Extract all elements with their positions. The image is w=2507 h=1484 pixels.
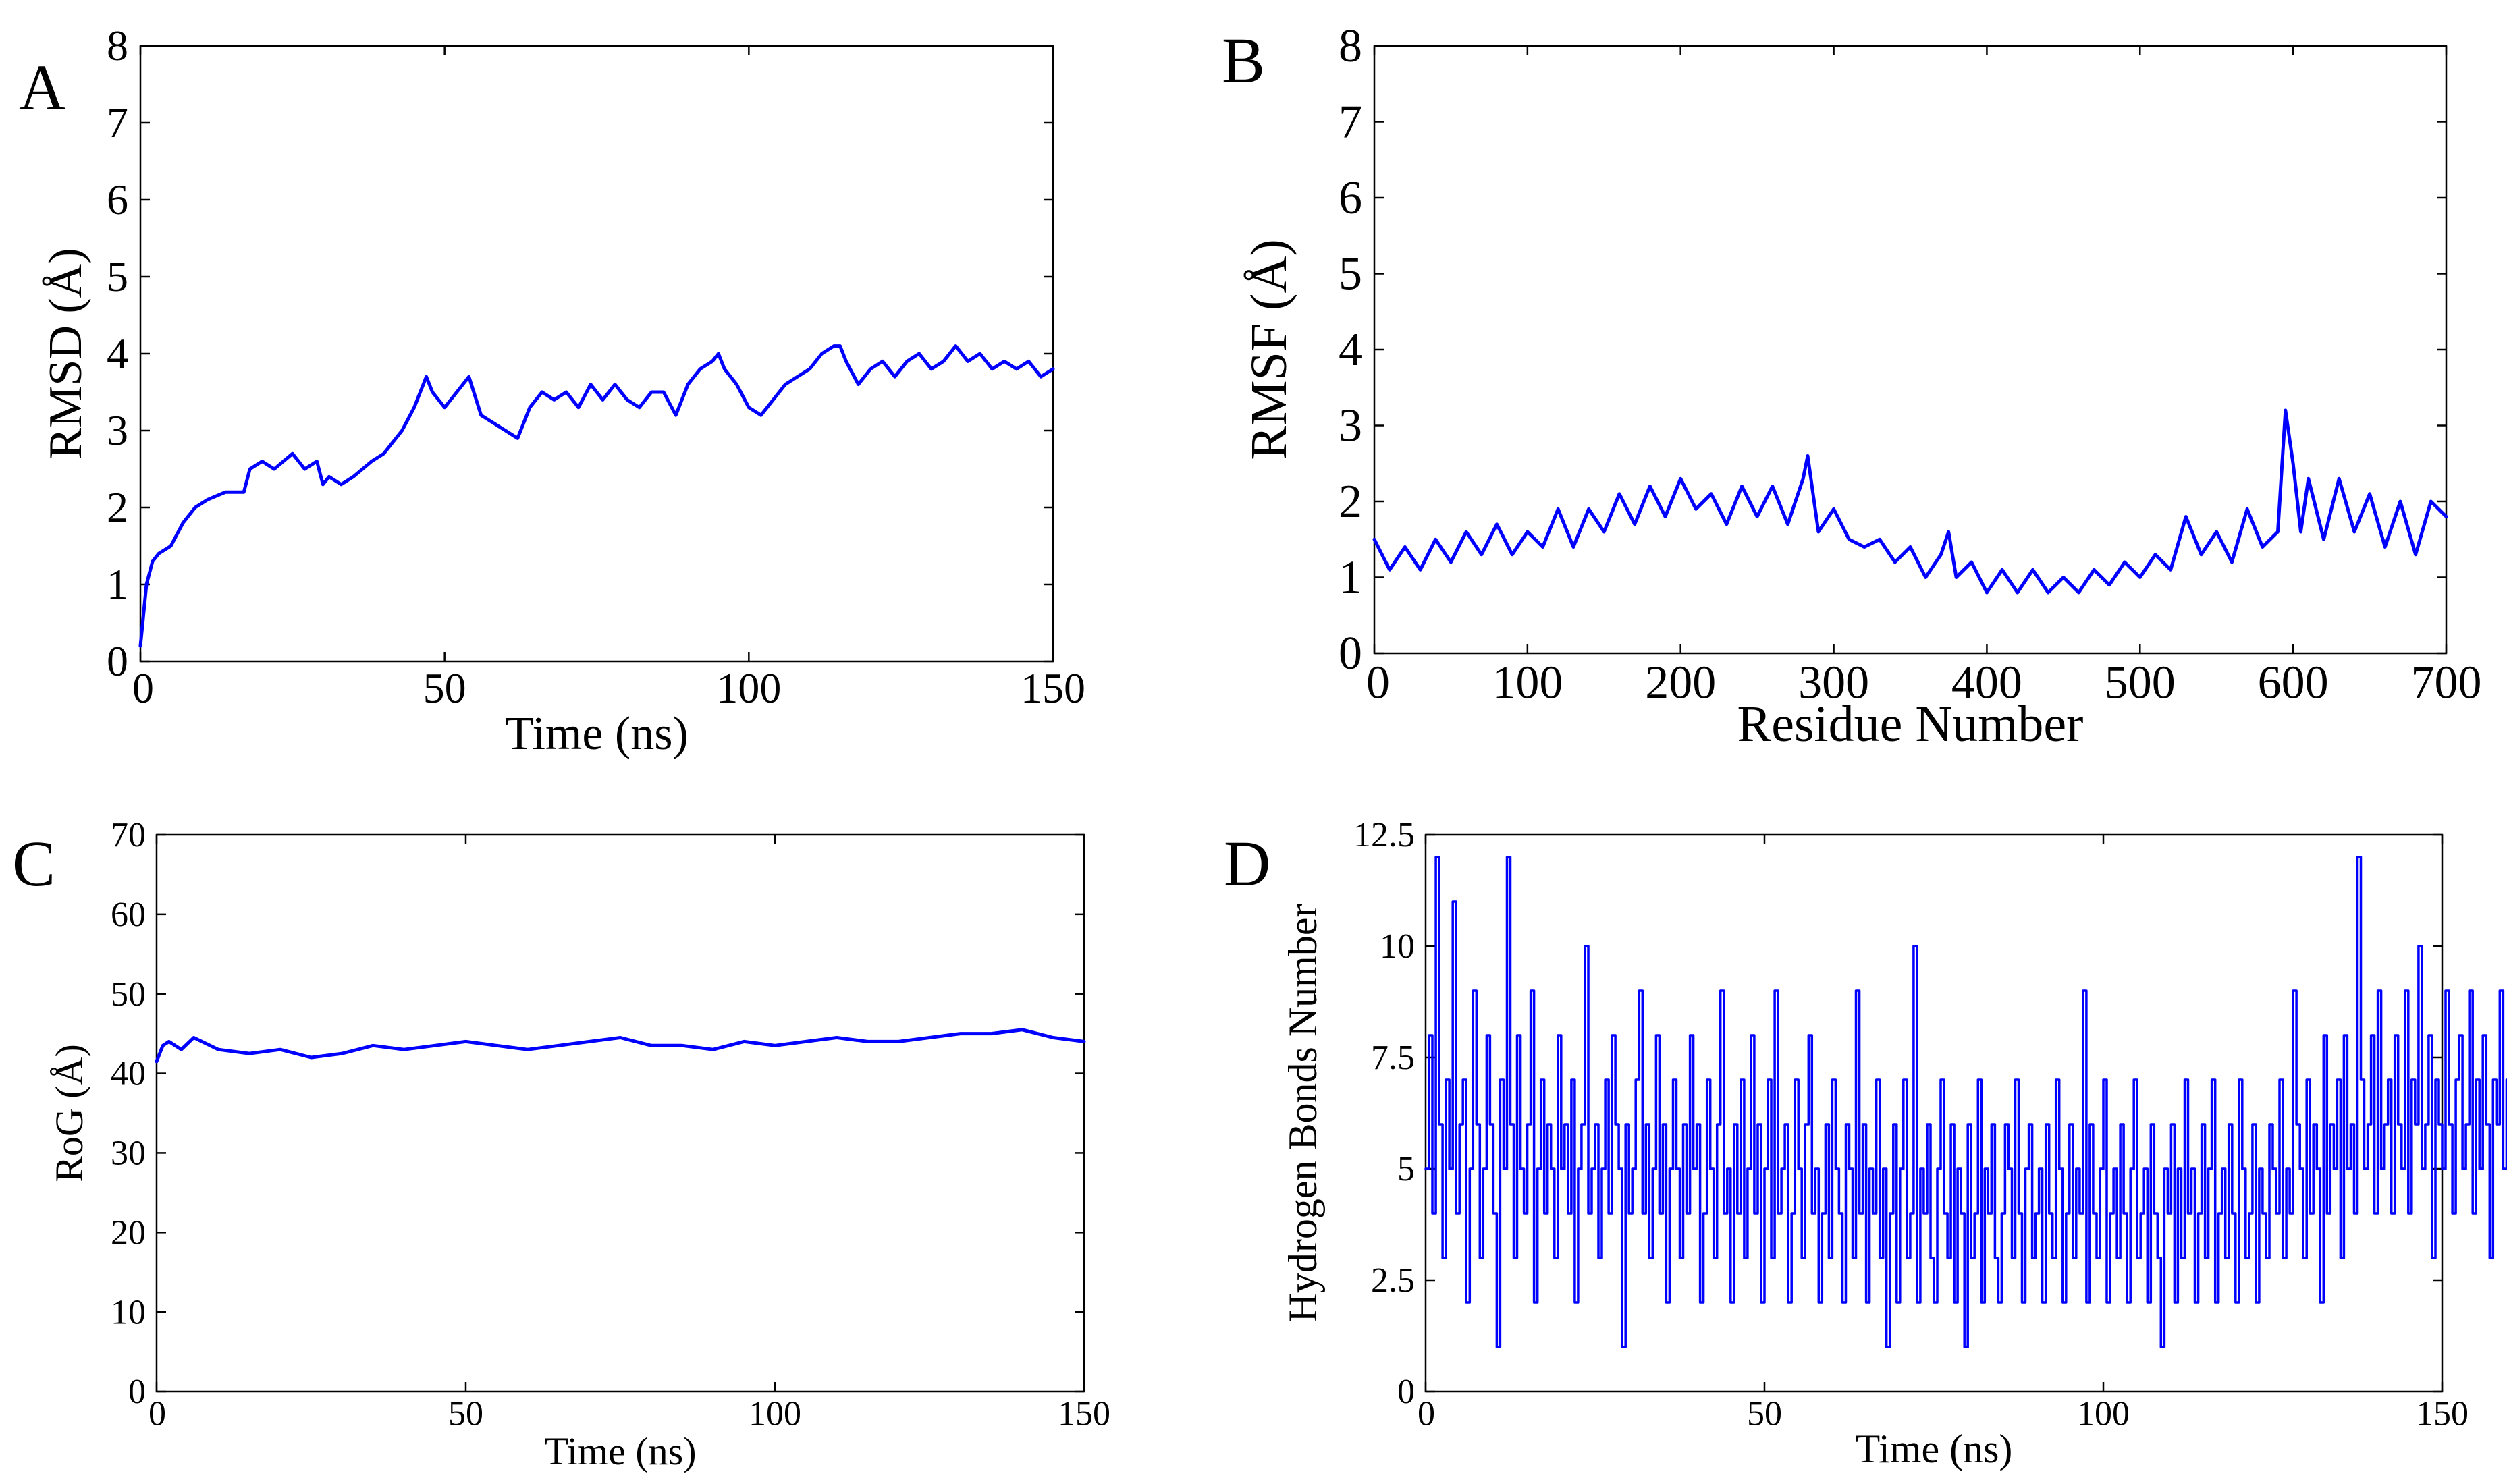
x-axis-label-d: Time (ns) <box>1856 1427 2013 1471</box>
y-tick-label-c: 10 <box>111 1293 146 1331</box>
y-tick-label-a: 5 <box>107 252 128 300</box>
y-tick-label-d: 5 <box>1397 1150 1415 1188</box>
x-tick-label-b: 100 <box>1492 657 1563 709</box>
panel-label-a: A <box>19 51 65 123</box>
panel-label-b: B <box>1222 24 1265 97</box>
y-axis-label-b: RMSF (Å) <box>1241 239 1297 460</box>
chart-d-hydrogen-bonds: 0 50 100 150 0 2.5 5 7.5 10 12.5 Time (ns) Hydrogen… <box>1281 816 2507 1471</box>
y-tick-label-d: 7.5 <box>1371 1039 1415 1077</box>
y-axis-label-d: Hydrogen Bonds Number <box>1281 904 1325 1323</box>
y-tick-label-c: 0 <box>128 1373 146 1411</box>
x-tick-label-a: 0 <box>132 664 154 712</box>
y-tick-label-b: 0 <box>1339 628 1362 680</box>
x-tick-label-c: 100 <box>749 1394 801 1433</box>
y-tick-label-c: 60 <box>111 896 146 934</box>
x-tick-label-c: 150 <box>1058 1394 1110 1433</box>
y-tick-label-a: 1 <box>107 560 128 608</box>
y-tick-label-d: 2.5 <box>1371 1261 1415 1300</box>
x-tick-label-b: 400 <box>1951 657 2022 709</box>
plot-frame-c <box>155 833 1085 1393</box>
x-tick-label-b: 200 <box>1645 657 1716 709</box>
chart-c-rog: 0 50 100 150 0 10 20 30 40 50 60 70 Time (ns) RoG (Å) <box>47 816 1110 1473</box>
plot-frame-d <box>1424 833 2444 1393</box>
series-line-c <box>155 1028 1086 1064</box>
series-line-a <box>138 344 1055 648</box>
x-tick-label-b: 500 <box>2105 657 2176 709</box>
y-tick-label-a: 0 <box>107 637 128 685</box>
y-axis-label-a: RMSD (Å) <box>40 248 92 459</box>
y-tick-label-a: 8 <box>107 22 128 70</box>
x-tick-label-d: 0 <box>1418 1394 1435 1433</box>
y-tick-label-b: 2 <box>1339 476 1362 528</box>
y-tick-label-b: 1 <box>1339 552 1362 604</box>
chart-b-rmsf: 0 100 200 300 400 500 600 700 0 1 2 3 4 5 6 7 8 Residue N… <box>1241 20 2482 752</box>
x-axis-label-b: Residue Number <box>1737 696 2084 752</box>
y-tick-label-d: 12.5 <box>1353 816 1415 854</box>
y-tick-label-a: 2 <box>107 483 128 531</box>
series-line-b <box>1372 408 2448 595</box>
x-tick-label-b: 300 <box>1798 657 1869 709</box>
y-axis-label-c: RoG (Å) <box>47 1044 91 1182</box>
y-tick-label-b: 8 <box>1339 20 1362 72</box>
y-tick-label-b: 5 <box>1339 248 1362 300</box>
y-tick-label-c: 50 <box>111 975 146 1014</box>
y-tick-label-b: 7 <box>1339 97 1362 148</box>
x-tick-label-d: 50 <box>1747 1394 1782 1433</box>
x-tick-label-d: 100 <box>2077 1394 2130 1433</box>
x-tick-label-d: 150 <box>2416 1394 2469 1433</box>
chart-a-rmsd: 0 50 100 150 0 1 2 3 4 5 6 7 8 Time (ns) RMSD (Å) <box>40 22 1085 760</box>
y-tick-label-d: 0 <box>1397 1373 1415 1411</box>
y-tick-label-c: 20 <box>111 1213 146 1252</box>
x-axis-label-a: Time (ns) <box>505 708 689 760</box>
series-line-d <box>1424 856 2507 1348</box>
x-tick-label-b: 700 <box>2411 657 2482 709</box>
y-tick-label-a: 3 <box>107 406 128 454</box>
x-tick-label-b: 600 <box>2258 657 2329 709</box>
panel-label-d: D <box>1224 827 1270 900</box>
x-tick-label-c: 0 <box>149 1394 166 1433</box>
y-tick-label-a: 4 <box>107 329 128 377</box>
y-tick-label-b: 4 <box>1339 324 1362 376</box>
y-tick-label-d: 10 <box>1380 927 1415 966</box>
plot-frame-b <box>1373 45 2448 655</box>
y-tick-label-c: 70 <box>111 816 146 854</box>
y-tick-label-a: 6 <box>107 175 128 223</box>
panel-label-c: C <box>12 827 55 900</box>
y-tick-label-c: 40 <box>111 1055 146 1093</box>
x-axis-label-c: Time (ns) <box>544 1429 696 1473</box>
x-tick-label-a: 150 <box>1021 664 1085 712</box>
x-tick-label-b: 0 <box>1366 657 1390 709</box>
y-tick-label-b: 6 <box>1339 172 1362 224</box>
x-tick-label-c: 50 <box>448 1394 483 1433</box>
x-tick-label-a: 50 <box>423 664 466 712</box>
y-tick-label-b: 3 <box>1339 400 1362 452</box>
x-tick-label-a: 100 <box>716 664 781 712</box>
y-tick-label-c: 30 <box>111 1134 146 1173</box>
y-tick-label-a: 7 <box>107 99 128 146</box>
